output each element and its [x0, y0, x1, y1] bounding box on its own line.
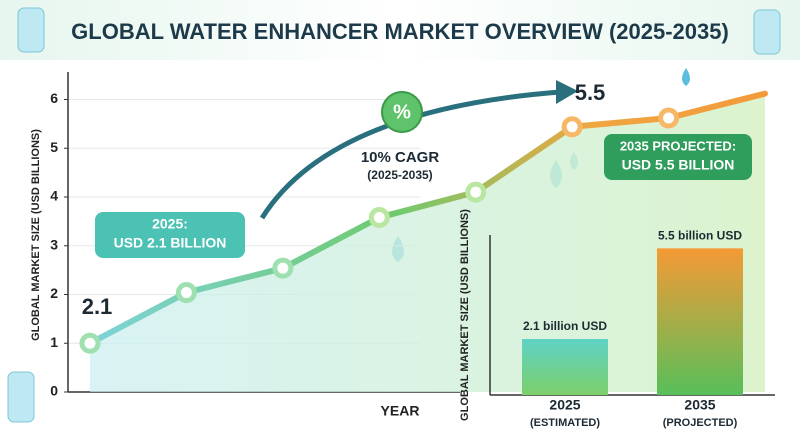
x-axis-label: YEAR [381, 403, 420, 419]
cagr-arrow [259, 89, 561, 220]
y-axis-label: GLOBAL MARKET SIZE (USD BILLIONS) [459, 209, 471, 421]
annotation: USD 5.5 BILLION [622, 157, 735, 173]
line [87, 90, 768, 347]
y-axis-label: GLOBAL MARKET SIZE (USD BILLIONS) [30, 129, 42, 341]
callout-box [95, 212, 245, 258]
point [272, 257, 294, 279]
drop-icon [682, 68, 690, 86]
annotation: 2025: [152, 216, 188, 232]
x-tick-sublabel: (PROJECTED) [663, 417, 738, 429]
x-tick-label: 2025 [549, 397, 580, 413]
bar [657, 248, 743, 395]
y-tick-label: 6 [50, 90, 58, 106]
annotation: (2025-2035) [367, 168, 432, 182]
annotation: 2.1 [82, 294, 113, 319]
bar [522, 339, 608, 395]
value-label: 5.5 billion USD [658, 229, 742, 243]
y-tick-label: 2 [50, 285, 58, 301]
point [79, 332, 101, 354]
arrow-head [556, 80, 578, 104]
y-tick-label: 4 [50, 188, 58, 204]
area [90, 93, 765, 393]
y-tick-label: 3 [50, 236, 58, 252]
x-tick-label: 2035 [684, 397, 715, 413]
y-tick-label: 1 [50, 334, 58, 350]
x-tick-sublabel: (ESTIMATED) [530, 417, 600, 429]
point [561, 116, 583, 138]
annotation: 10% CAGR [361, 149, 440, 166]
header-band [0, 0, 800, 60]
chart-title: GLOBAL WATER ENHANCER MARKET OVERVIEW (2… [71, 19, 729, 44]
value-label: 2.1 billion USD [523, 319, 607, 333]
bottle-icon [753, 9, 781, 55]
callout-box [604, 134, 752, 180]
annotation: % [393, 101, 411, 123]
y-tick-label: 5 [50, 139, 58, 155]
point [175, 282, 197, 304]
annotation: 5.5 [575, 80, 606, 105]
annotation: USD 2.1 BILLION [114, 235, 227, 251]
annotation: 2035 PROJECTED: [620, 138, 736, 153]
bottle-icon [17, 7, 45, 53]
point [658, 107, 680, 129]
point [368, 206, 390, 228]
y-tick-label: 0 [50, 383, 58, 399]
bottle-icon [7, 371, 35, 423]
point [465, 181, 487, 203]
badge [381, 91, 423, 133]
